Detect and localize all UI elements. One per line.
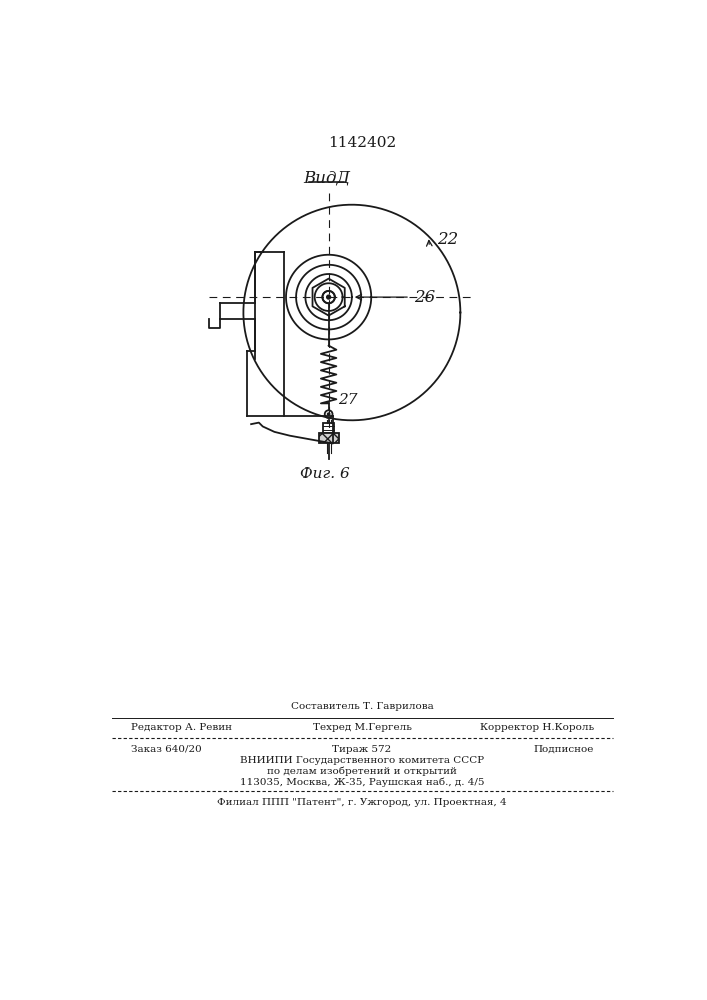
Text: Фиг. 6: Фиг. 6	[300, 467, 350, 481]
Circle shape	[327, 295, 331, 299]
Text: Заказ 640/20: Заказ 640/20	[131, 745, 201, 754]
Text: Тираж 572: Тираж 572	[332, 745, 392, 754]
Text: 1142402: 1142402	[328, 136, 396, 150]
Text: Составитель Т. Гаврилова: Составитель Т. Гаврилова	[291, 702, 433, 711]
Bar	[323, 423, 334, 433]
Circle shape	[325, 410, 332, 418]
Circle shape	[327, 413, 329, 415]
Text: 27: 27	[338, 393, 358, 407]
Text: по делам изобретений и открытий: по делам изобретений и открытий	[267, 767, 457, 776]
Bar	[319, 433, 339, 443]
Text: 113035, Москва, Ж-35, Раушская наб., д. 4/5: 113035, Москва, Ж-35, Раушская наб., д. …	[240, 777, 484, 787]
Text: Редактор А. Ревин: Редактор А. Ревин	[131, 723, 232, 732]
Text: Техред М.Гергель: Техред М.Гергель	[312, 723, 411, 732]
Text: 26: 26	[414, 289, 435, 306]
Text: ВидД: ВидД	[303, 169, 350, 186]
Text: ВНИИПИ Государственного комитета СССР: ВНИИПИ Государственного комитета СССР	[240, 756, 484, 765]
Text: 22: 22	[437, 231, 458, 248]
Text: Подписное: Подписное	[533, 745, 594, 754]
Text: Филиал ППП "Патент", г. Ужгород, ул. Проектная, 4: Филиал ППП "Патент", г. Ужгород, ул. Про…	[217, 798, 507, 807]
Text: Корректор Н.Король: Корректор Н.Король	[479, 723, 594, 732]
